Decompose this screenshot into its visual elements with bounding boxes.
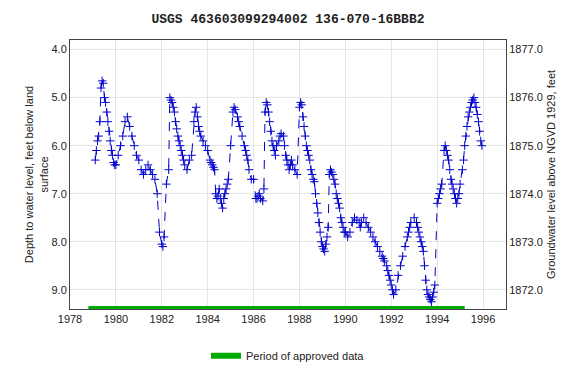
svg-text:Depth to water level, feet bel: Depth to water level, feet below landsur… [23, 86, 49, 263]
svg-text:1984: 1984 [195, 313, 219, 325]
svg-text:1874.0: 1874.0 [509, 188, 543, 200]
svg-text:1992: 1992 [379, 313, 403, 325]
svg-text:1982: 1982 [150, 313, 174, 325]
svg-text:1872.0: 1872.0 [509, 284, 543, 296]
svg-text:1877.0: 1877.0 [509, 43, 543, 55]
svg-text:USGS 463603099294002 136-070-1: USGS 463603099294002 136-070-16BBB2 [151, 12, 424, 27]
svg-text:1990: 1990 [333, 313, 357, 325]
svg-text:8.0: 8.0 [52, 236, 67, 248]
svg-text:7.0: 7.0 [52, 188, 67, 200]
svg-text:6.0: 6.0 [52, 140, 67, 152]
svg-text:1988: 1988 [287, 313, 311, 325]
svg-text:1875.0: 1875.0 [509, 140, 543, 152]
svg-text:1978: 1978 [58, 313, 82, 325]
svg-text:1996: 1996 [471, 313, 495, 325]
svg-text:9.0: 9.0 [52, 284, 67, 296]
svg-text:1873.0: 1873.0 [509, 236, 543, 248]
svg-text:Period of approved data: Period of approved data [246, 350, 364, 362]
svg-text:1986: 1986 [241, 313, 265, 325]
svg-text:5.0: 5.0 [52, 91, 67, 103]
svg-text:1980: 1980 [104, 313, 128, 325]
svg-text:1994: 1994 [425, 313, 449, 325]
svg-text:1876.0: 1876.0 [509, 91, 543, 103]
svg-text:4.0: 4.0 [52, 43, 67, 55]
svg-text:Groundwater level above NGVD 1: Groundwater level above NGVD 1929, feet [545, 70, 557, 279]
